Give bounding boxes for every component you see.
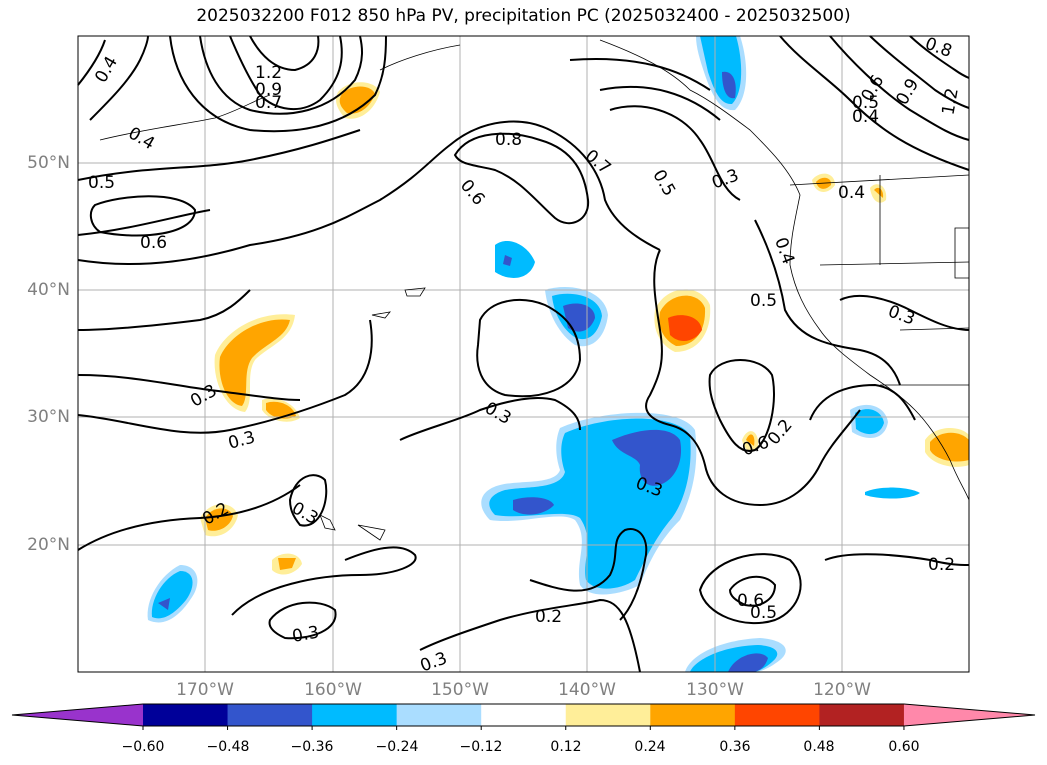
contour-label: 0.2 xyxy=(928,555,955,575)
precip-negative-region xyxy=(513,497,554,515)
latitude-label: 20°N xyxy=(27,535,70,555)
contour-label: 0.5 xyxy=(750,291,777,311)
coastlines xyxy=(99,39,970,541)
precip-negative-region xyxy=(151,571,193,619)
colorbar-tick-label: 0.12 xyxy=(550,739,582,755)
precip-negative-region xyxy=(865,487,920,499)
colorbar-segment xyxy=(734,704,820,726)
colorbar-tick-label: 0.36 xyxy=(719,739,751,755)
pv-contours xyxy=(77,35,970,673)
colorbar-tick-label: 0.24 xyxy=(634,739,666,755)
contour-label: 0.9 xyxy=(255,80,282,100)
colorbar-extend-min xyxy=(12,704,143,726)
colorbar-segment xyxy=(650,704,736,726)
precipitation-shading xyxy=(147,36,969,672)
map-frame xyxy=(77,35,970,673)
graticule xyxy=(78,36,969,672)
latitude-label: 40°N xyxy=(27,280,70,300)
longitude-label: 140°W xyxy=(558,680,616,700)
precip-positive-region xyxy=(874,187,884,198)
precip-positive-region xyxy=(668,315,702,342)
colorbar-tick-label: −0.12 xyxy=(459,739,503,755)
longitude-label: 120°W xyxy=(813,680,871,700)
colorbar xyxy=(11,703,1036,730)
colorbar-segment xyxy=(312,704,398,726)
colorbar-segment xyxy=(481,704,567,726)
precip-negative-region xyxy=(855,409,884,435)
map-background xyxy=(78,36,969,672)
precip-positive-region xyxy=(219,319,290,406)
contour-label: 0.6 xyxy=(737,591,764,611)
contour-label: 0.5 xyxy=(750,603,777,623)
precip-negative-region xyxy=(612,429,682,486)
contour-label: 0.5 xyxy=(88,173,115,193)
colorbar-segment xyxy=(396,704,482,726)
contour-label: 0.3 xyxy=(291,623,321,647)
precip-positive-region xyxy=(339,86,375,114)
colorbar-segment xyxy=(565,704,651,726)
contour-label: 1.2 xyxy=(938,86,962,116)
precip-positive-region xyxy=(278,558,296,570)
colorbar-tick-label: −0.24 xyxy=(375,739,419,755)
colorbar-tick-label: −0.36 xyxy=(290,739,334,755)
map-panel: 0.4 1.2 0.9 0.7 0.4 0.8 0.5 0.6 0.6 0.7 … xyxy=(77,34,970,676)
precip-negative-region xyxy=(503,255,512,266)
precip-negative-region xyxy=(158,598,170,610)
colorbar-segment xyxy=(143,704,229,726)
chart-title: 2025032200 F012 850 hPa PV, precipitatio… xyxy=(196,6,851,26)
contour-label: 0.2 xyxy=(535,607,562,627)
longitude-label: 160°W xyxy=(304,680,362,700)
latitude-label: 30°N xyxy=(27,407,70,427)
contour-label: 0.7 xyxy=(255,93,282,113)
contour-label: 1.2 xyxy=(255,63,282,83)
precip-positive-region xyxy=(746,434,755,446)
colorbar-tick-label: −0.60 xyxy=(121,739,165,755)
longitude-label: 170°W xyxy=(176,680,234,700)
longitude-label: 150°W xyxy=(431,680,489,700)
precip-positive-region xyxy=(205,508,233,531)
colorbar-segment xyxy=(227,704,313,726)
contour-label: 0.8 xyxy=(495,130,522,150)
contour-label: 0.4 xyxy=(838,183,865,203)
precip-negative-region xyxy=(722,71,736,99)
longitude-label: 130°W xyxy=(686,680,744,700)
colorbar-extend-max xyxy=(903,704,1035,726)
precip-negative-region xyxy=(728,653,768,672)
colorbar-segment xyxy=(819,704,905,726)
precip-positive-region xyxy=(930,432,969,462)
colorbar-tick-label: 0.60 xyxy=(888,739,920,755)
precip-negative-region xyxy=(495,241,535,278)
colorbar-tick-label: 0.48 xyxy=(803,739,835,755)
contour-label: 0.4 xyxy=(852,107,879,127)
latitude-label: 50°N xyxy=(27,153,70,173)
contour-label: 0.6 xyxy=(140,233,167,253)
contour-label: 0.5 xyxy=(852,93,879,113)
colorbar-tick-label: −0.48 xyxy=(206,739,250,755)
